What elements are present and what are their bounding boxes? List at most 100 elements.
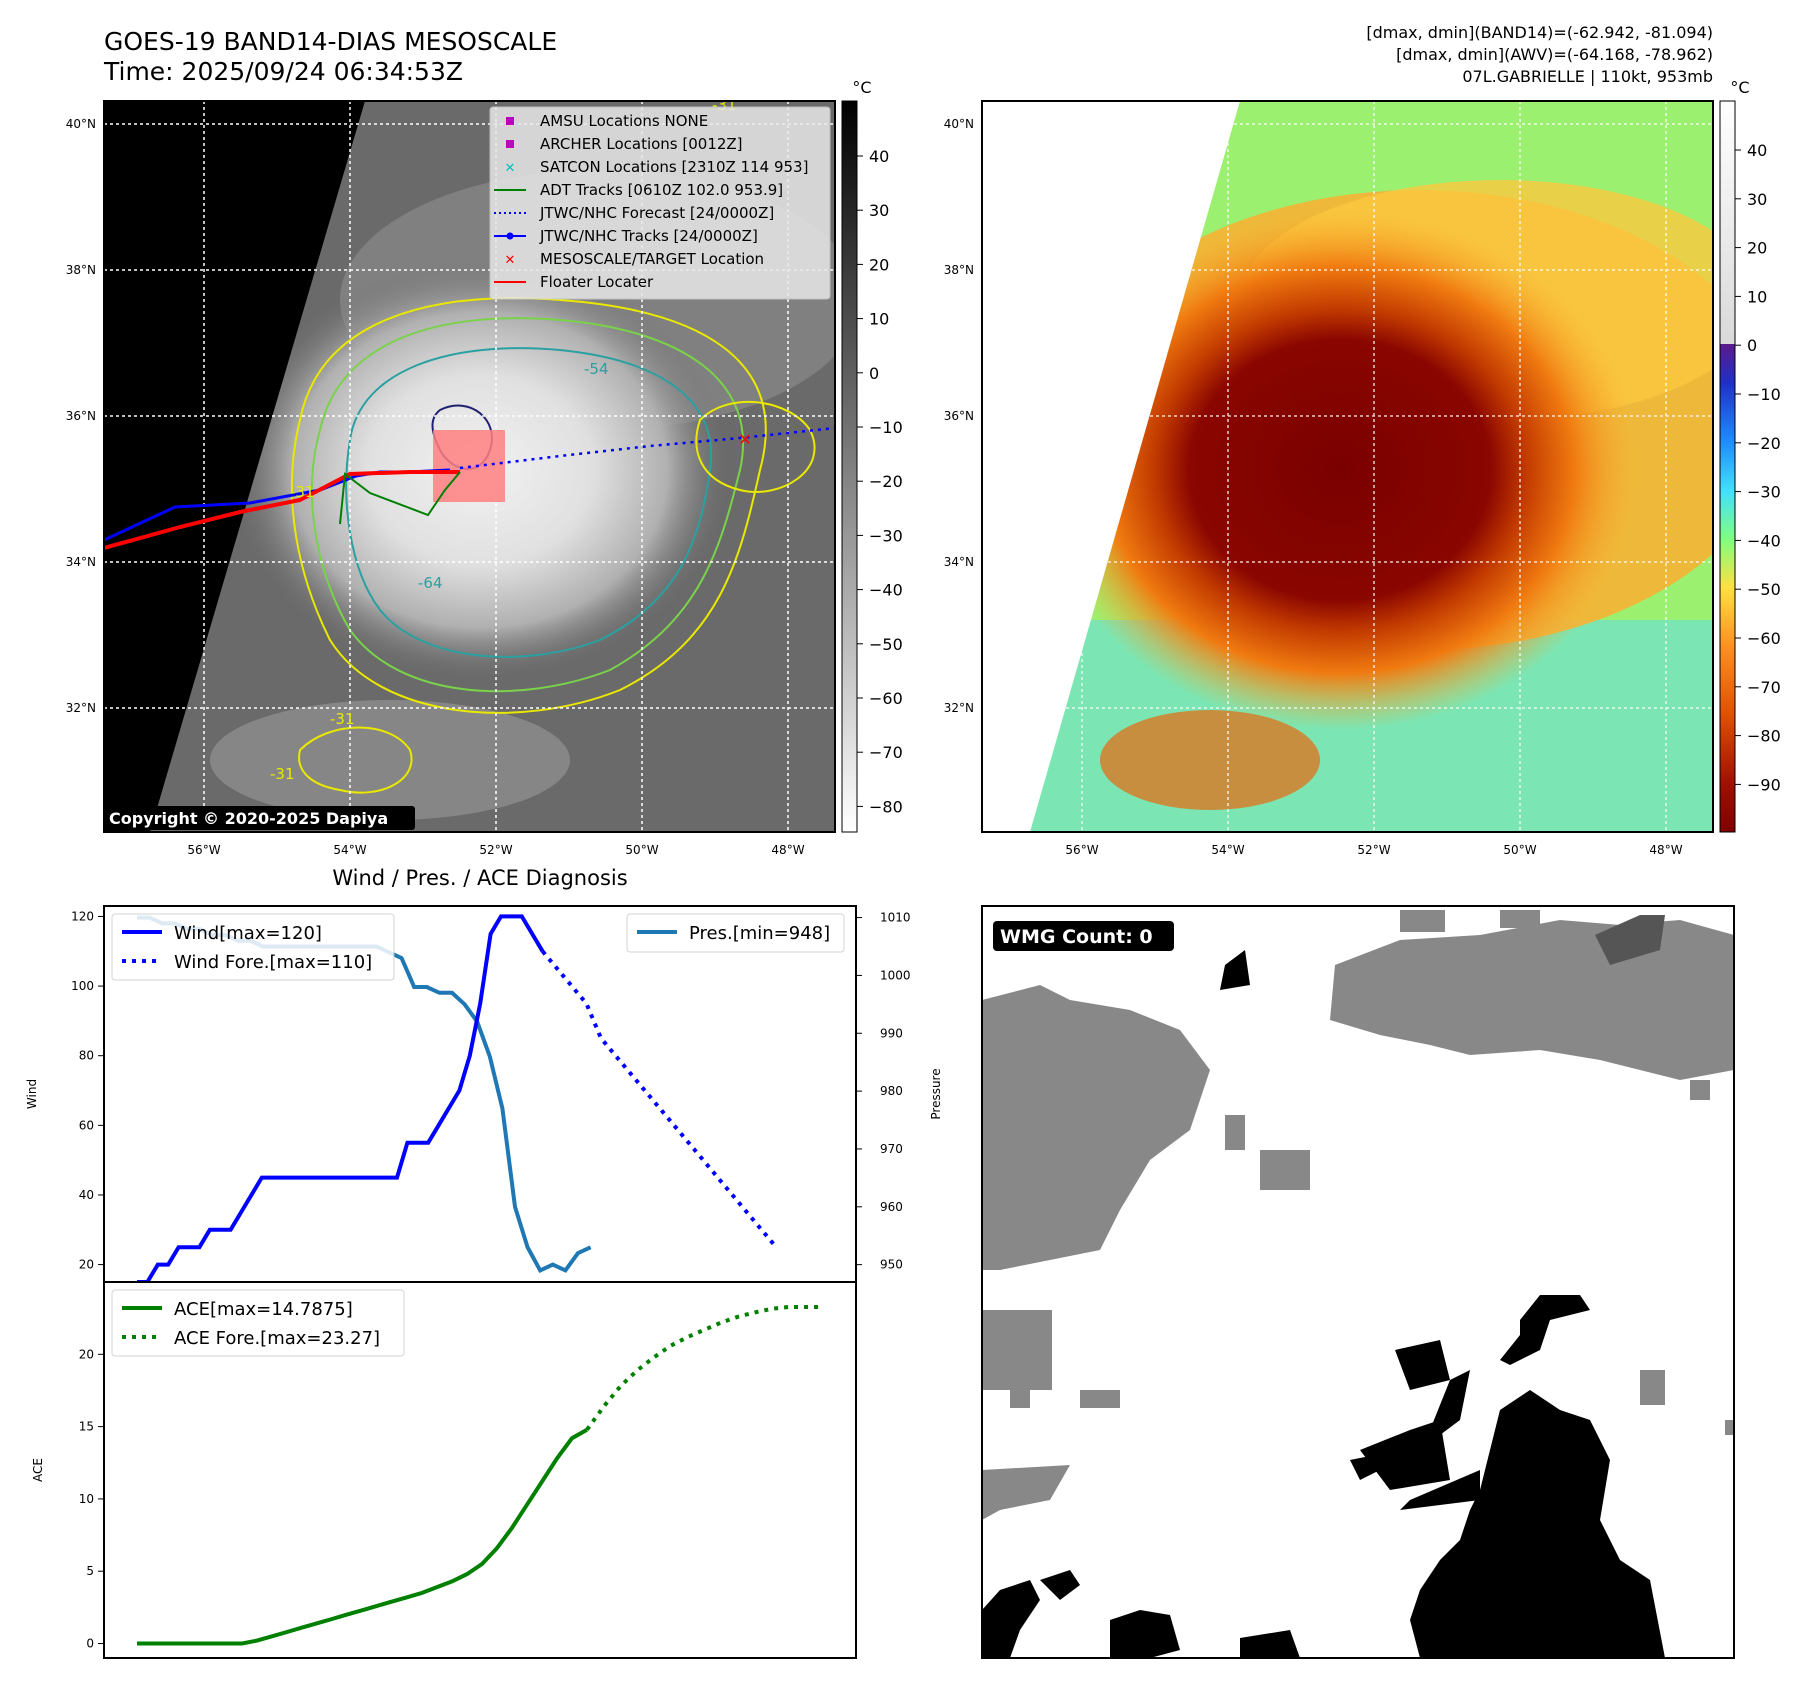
ace-tick-label: 0 [86, 1637, 94, 1651]
wmg-black-cells [982, 950, 1665, 1658]
wmg-count-box [993, 921, 1174, 951]
legend-x-marker: ✕ [505, 253, 516, 268]
colorbar-tick-label: −80 [869, 797, 903, 816]
colorbar-tick-label: −70 [869, 743, 903, 762]
legend-x-marker: ✕ [505, 161, 516, 176]
wmg-count: WMG Count: 0 [1000, 926, 1153, 948]
svg-text:50°W: 50°W [1503, 843, 1536, 857]
ir-map-frame [103, 100, 836, 833]
wind-tick-label: 60 [79, 1118, 94, 1132]
wmg-panel: WMG Count: 0 [981, 905, 1735, 1659]
legend-label: AMSU Locations NONE [540, 112, 708, 130]
svg-text:48°W: 48°W [1649, 843, 1682, 857]
svg-text:38°N: 38°N [66, 263, 96, 277]
dmax-awv: [dmax, dmin](AWV)=(-64.168, -78.962) [1396, 45, 1713, 64]
legend-wind: Wind[max=120] [174, 923, 322, 944]
legend-row: ADT Tracks [0610Z 102.0 953.9] [494, 181, 783, 199]
colorbar-tick-label: 0 [869, 364, 879, 383]
colorbar-unit: °C [1730, 78, 1749, 97]
adt-track [339, 471, 461, 525]
colorbar-tick-label: 10 [1747, 287, 1767, 306]
legend-square-marker [506, 117, 514, 125]
figure-time: Time: 2025/09/24 06:34:53Z [103, 57, 463, 86]
colorbar-tick-label: −40 [869, 581, 903, 600]
legend-ace-fore: ACE Fore.[max=23.27] [174, 1328, 380, 1349]
legend-label: ADT Tracks [0610Z 102.0 953.9] [540, 181, 783, 199]
wind-tick-label: 80 [79, 1049, 94, 1063]
wmg-dark-cell [1595, 915, 1665, 965]
pressure-tick-label: 980 [880, 1084, 903, 1098]
gray-colorbar: °C 40 30 20 10 0 −10 −20 −30 −40 −50 −60 −70 −80 [841, 78, 903, 833]
color-map-frame [981, 100, 1714, 833]
colorbar-tick-label: 30 [869, 201, 889, 220]
ir-lon-labels: 56°W 54°W 52°W 50°W 48°W [187, 843, 804, 857]
svg-text:48°W: 48°W [771, 843, 804, 857]
pressure-tick-label: 950 [880, 1258, 903, 1272]
ace-tick-label: 15 [79, 1420, 94, 1434]
pressure-tick-label: 1010 [880, 911, 911, 925]
ace-tick-label: 20 [79, 1347, 94, 1361]
ir-map-panel: ✕ -54 -64 -31 -31 -31 -31 AMSU Locations… [66, 100, 836, 857]
contour-label: -31 [270, 765, 295, 783]
colorbar-tick-label: −70 [1747, 678, 1781, 697]
pressure-legend: Pres.[min=948] [626, 913, 845, 953]
colorbar-tick-label: 10 [869, 310, 889, 329]
svg-text:56°W: 56°W [1065, 843, 1098, 857]
legend-dot-marker [506, 232, 514, 240]
colorbar-tick-label: −60 [1747, 629, 1781, 648]
contour-label: -54 [584, 360, 609, 378]
colorbar-tick-label: −50 [869, 635, 903, 654]
legend-label: JTWC/NHC Forecast [24/0000Z] [539, 204, 774, 222]
contour-yellow-south [298, 726, 413, 794]
legend-label: MESOSCALE/TARGET Location [540, 250, 764, 268]
copyright-box [104, 806, 415, 830]
color-colorbar: °C 40 30 20 10 0 −10 −20 −30 −40 −50 −60 −70 −80 −90 [1719, 78, 1781, 833]
colorbar-tick-label: −10 [869, 418, 903, 437]
ace-forecast-line [585, 1305, 822, 1431]
color-storm-core [1040, 210, 1640, 730]
contour-yellow-east [695, 400, 816, 493]
svg-text:50°W: 50°W [625, 843, 658, 857]
color-lower-cloud [1100, 710, 1320, 810]
pressure-axis-label: Pressure [929, 1068, 943, 1119]
colorbar-tick-label: 40 [1747, 141, 1767, 160]
svg-text:56°W: 56°W [187, 843, 220, 857]
svg-text:40°N: 40°N [66, 117, 96, 131]
colorbar-tick-label: 40 [869, 147, 889, 166]
map-legend: AMSU Locations NONE ARCHER Locations [001… [489, 106, 831, 300]
legend-row: Floater Locater [494, 273, 654, 291]
legend-row: ARCHER Locations [0012Z] [506, 135, 743, 153]
wind-tick-label: 120 [71, 909, 94, 923]
svg-text:38°N: 38°N [944, 263, 974, 277]
colorbar-tick-label: 20 [1747, 239, 1767, 258]
diagnosis-title: Wind / Pres. / ACE Diagnosis [332, 866, 627, 890]
target-marker: ✕ [738, 430, 751, 449]
svg-text:36°N: 36°N [944, 409, 974, 423]
wind-line [137, 914, 545, 1282]
contour-label: -31 [290, 483, 315, 501]
svg-text:40°N: 40°N [944, 117, 974, 131]
wind-tick-label: 100 [71, 979, 94, 993]
pressure-tick-label: 970 [880, 1142, 903, 1156]
svg-text:32°N: 32°N [66, 701, 96, 715]
ace-chart: 20 15 10 5 0 ACE ACE[max=14.7875] ACE Fore.[… [31, 1281, 857, 1659]
wmg-gray-cells [982, 910, 1734, 1520]
svg-text:54°W: 54°W [1211, 843, 1244, 857]
colorbar-unit: °C [852, 78, 871, 97]
legend-row: JTWC/NHC Tracks [24/0000Z] [494, 227, 758, 245]
colorbar-tick-label: −20 [869, 472, 903, 491]
wind-tick-label: 20 [79, 1258, 94, 1272]
pressure-tick-label: 990 [880, 1026, 903, 1040]
legend-row: AMSU Locations NONE [506, 112, 708, 130]
wind-axis-label: Wind [25, 1079, 39, 1109]
ace-legend: ACE[max=14.7875] ACE Fore.[max=23.27] [111, 1289, 405, 1357]
storm-info: 07L.GABRIELLE | 110kt, 953mb [1462, 67, 1713, 86]
colorbar-tick-label: −90 [1747, 775, 1781, 794]
legend-ace: ACE[max=14.7875] [174, 1299, 353, 1320]
ace-tick-label: 5 [86, 1564, 94, 1578]
svg-text:52°W: 52°W [479, 843, 512, 857]
wind-forecast-line [541, 950, 778, 1249]
legend-row: JTWC/NHC Forecast [24/0000Z] [494, 204, 774, 222]
colorbar-tick-label: 0 [1747, 336, 1757, 355]
figure-title: GOES-19 BAND14-DIAS MESOSCALE [104, 27, 557, 56]
